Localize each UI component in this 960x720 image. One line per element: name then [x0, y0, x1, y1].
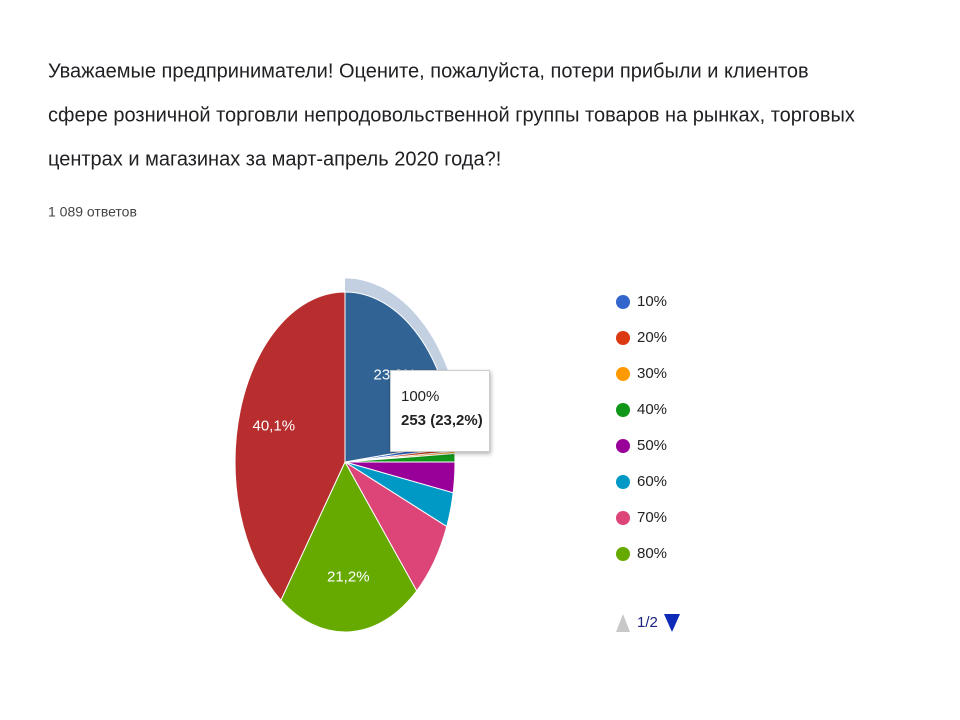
slice-label: 40,1% — [253, 418, 296, 435]
legend-swatch — [616, 547, 630, 561]
legend-swatch — [616, 511, 630, 525]
legend-label: 80% — [637, 545, 667, 562]
legend-prev[interactable] — [616, 614, 630, 632]
tooltip: 100% 253 (23,2%) — [390, 370, 490, 452]
slice-halo — [345, 278, 464, 443]
legend-swatch — [616, 475, 630, 489]
legend-swatch — [616, 367, 630, 381]
pie-slice — [234, 291, 346, 602]
legend-label: 20% — [637, 329, 667, 346]
legend-swatch — [616, 403, 630, 417]
legend-label: 50% — [637, 437, 667, 454]
slice-label: 21,2% — [327, 568, 370, 585]
legend-swatch — [616, 295, 630, 309]
response-count: 1 089 ответов — [48, 204, 137, 220]
legend-label: 40% — [637, 401, 667, 418]
tooltip-title: 100% — [401, 388, 440, 405]
question-line: Уважаемые предприниматели! Оцените, пожа… — [48, 60, 809, 82]
question-line: центрах и магазинах за март-апрель 2020 … — [48, 148, 501, 170]
legend-label: 10% — [637, 293, 667, 310]
legend-label: 30% — [637, 365, 667, 382]
legend-swatch — [616, 439, 630, 453]
question-line: сфере розничной торговли непродовольстве… — [48, 104, 855, 126]
legend-label: 60% — [637, 473, 667, 490]
legend-label: 70% — [637, 509, 667, 526]
pie-slice — [280, 460, 418, 633]
pie: 21,2%40,1%23,2% — [234, 278, 464, 633]
tooltip-text: 253 (23,2%) — [401, 412, 483, 429]
legend-page: 1/2 — [637, 614, 658, 631]
legend-next[interactable] — [664, 614, 680, 632]
legend-swatch — [616, 331, 630, 345]
